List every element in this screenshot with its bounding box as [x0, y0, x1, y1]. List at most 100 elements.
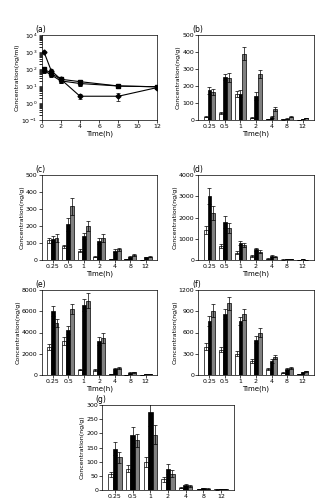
Bar [78, 250, 82, 260]
Bar [148, 374, 152, 375]
Bar [289, 368, 293, 375]
Bar [219, 246, 223, 260]
X-axis label: Time(h): Time(h) [243, 270, 269, 277]
Bar [285, 370, 289, 375]
Bar [212, 310, 215, 375]
Bar [223, 222, 227, 260]
Bar [51, 239, 55, 260]
Bar [113, 250, 117, 260]
Bar [148, 412, 153, 490]
Text: (d): (d) [193, 165, 204, 174]
Bar [250, 361, 254, 375]
Text: (f): (f) [193, 280, 201, 289]
Bar [55, 323, 59, 375]
Bar [51, 311, 55, 375]
Bar [300, 119, 305, 120]
Bar [82, 236, 86, 260]
Bar [254, 250, 258, 260]
Bar [204, 116, 207, 120]
Y-axis label: Concentration(ng/g): Concentration(ng/g) [15, 300, 20, 364]
Bar [78, 370, 82, 375]
Bar [132, 372, 136, 375]
Bar [86, 226, 90, 260]
Bar [235, 94, 238, 120]
Bar [55, 238, 59, 260]
Bar [266, 370, 269, 375]
Bar [62, 246, 66, 260]
Bar [212, 92, 215, 120]
Bar [201, 488, 205, 490]
X-axis label: Time(h): Time(h) [243, 386, 269, 392]
Bar [219, 350, 223, 375]
Bar [305, 372, 308, 375]
Bar [117, 250, 121, 260]
Bar [274, 257, 277, 260]
Bar [238, 243, 243, 260]
Bar [97, 341, 101, 375]
Text: (b): (b) [193, 25, 204, 34]
Bar [170, 474, 175, 490]
Bar [131, 434, 135, 490]
Bar [219, 113, 223, 120]
Y-axis label: Concentration(ng/g): Concentration(ng/g) [19, 186, 24, 250]
Text: (c): (c) [36, 165, 46, 174]
Bar [305, 118, 308, 120]
Bar [227, 228, 231, 260]
Bar [297, 374, 300, 375]
Bar [207, 321, 212, 375]
Bar [148, 256, 152, 260]
Bar [82, 305, 86, 375]
Bar [183, 485, 188, 490]
Bar [250, 118, 254, 120]
X-axis label: Time(h): Time(h) [86, 386, 113, 392]
Bar [62, 341, 66, 375]
Bar [197, 489, 201, 490]
Bar [109, 259, 113, 260]
Bar [144, 374, 148, 375]
Bar [128, 373, 132, 375]
Bar [101, 238, 105, 260]
Bar [135, 440, 139, 490]
Bar [281, 373, 285, 375]
Text: (g): (g) [96, 395, 107, 404]
Bar [269, 361, 274, 375]
Bar [207, 196, 212, 260]
Bar [161, 479, 166, 490]
Bar [274, 109, 277, 120]
Bar [254, 96, 258, 120]
Bar [128, 256, 132, 260]
Bar [258, 252, 262, 260]
Bar [266, 119, 269, 120]
Bar [144, 258, 148, 260]
Bar [300, 372, 305, 375]
Bar [254, 340, 258, 375]
Bar [126, 469, 131, 490]
Bar [243, 245, 246, 260]
Bar [166, 469, 170, 490]
Bar [86, 300, 90, 375]
Bar [70, 206, 74, 260]
Bar [219, 489, 223, 490]
Text: (e): (e) [36, 280, 46, 289]
Bar [274, 357, 277, 375]
Bar [289, 116, 293, 120]
Bar [117, 458, 122, 490]
Bar [93, 256, 97, 260]
Bar [124, 259, 128, 260]
Bar [223, 76, 227, 120]
Bar [179, 488, 183, 490]
Bar [47, 348, 51, 375]
Y-axis label: Concentration(ng/g): Concentration(ng/g) [176, 46, 181, 110]
Bar [238, 321, 243, 375]
Bar [266, 258, 269, 260]
Bar [153, 434, 157, 490]
Bar [238, 94, 243, 120]
Bar [212, 213, 215, 260]
Y-axis label: Concentration(ng/g): Concentration(ng/g) [172, 300, 177, 364]
Bar [188, 486, 192, 490]
Bar [144, 462, 148, 490]
Bar [66, 224, 70, 260]
Bar [227, 78, 231, 120]
Bar [243, 314, 246, 375]
Bar [285, 259, 289, 260]
